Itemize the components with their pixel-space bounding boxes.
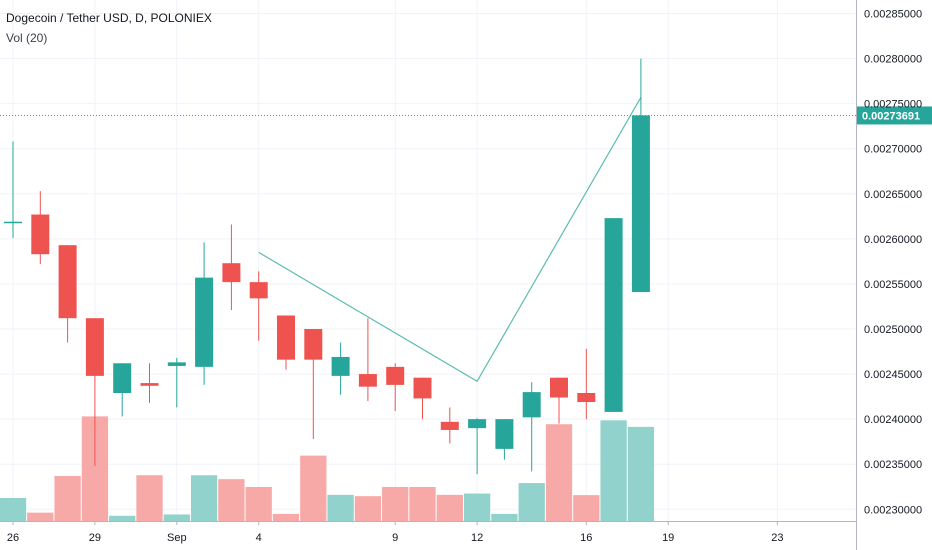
candle-body bbox=[550, 377, 568, 398]
candle-body bbox=[358, 374, 377, 387]
candle-body bbox=[277, 315, 295, 360]
price-tick-label: 0.00240000 bbox=[864, 414, 922, 426]
time-tick-label: 29 bbox=[89, 532, 101, 544]
volume-bar bbox=[327, 494, 354, 521]
time-tick-label: 26 bbox=[7, 532, 19, 544]
candle-body bbox=[413, 377, 432, 399]
candle-body bbox=[331, 356, 350, 376]
volume-bar bbox=[573, 495, 600, 521]
grid-lines bbox=[0, 0, 856, 521]
volume-bars bbox=[0, 416, 655, 521]
volume-bar bbox=[627, 426, 655, 521]
candle-body bbox=[386, 366, 405, 385]
candle-body bbox=[4, 221, 22, 224]
volume-bar bbox=[245, 487, 272, 521]
volume-bar bbox=[409, 487, 436, 521]
price-tick-label: 0.00235000 bbox=[864, 459, 922, 471]
volume-bar bbox=[354, 496, 382, 521]
volume-bar bbox=[272, 513, 300, 521]
time-tick-label: 16 bbox=[580, 532, 592, 544]
volume-bar bbox=[436, 494, 463, 521]
price-tick-label: 0.00260000 bbox=[864, 234, 922, 246]
candle-body bbox=[140, 383, 159, 386]
last-price-tag bbox=[857, 106, 932, 125]
candle-body bbox=[495, 419, 514, 449]
volume-bar bbox=[518, 483, 545, 521]
volume-bar bbox=[545, 424, 573, 521]
volume-bar bbox=[0, 497, 27, 521]
symbol-title: Dogecoin / Tether USD, D, POLONIEX bbox=[6, 11, 212, 25]
price-tick-label: 0.00270000 bbox=[864, 144, 922, 156]
time-tick-label: 9 bbox=[392, 532, 398, 544]
candle-body bbox=[304, 329, 323, 360]
candle-body bbox=[195, 277, 214, 367]
candle-body bbox=[58, 245, 77, 319]
price-tick-label: 0.00250000 bbox=[864, 324, 922, 336]
volume-bar bbox=[136, 475, 163, 521]
trendline-drawing[interactable] bbox=[258, 97, 642, 383]
price-tick-label: 0.00230000 bbox=[864, 504, 922, 516]
time-axis[interactable]: 26 29 Sep 4 9 12 16 19 23 bbox=[0, 521, 856, 544]
candle-body bbox=[468, 419, 487, 429]
candle-body bbox=[85, 318, 104, 376]
time-tick-label: 4 bbox=[256, 532, 262, 544]
volume-bar bbox=[491, 513, 518, 521]
volume-bar bbox=[218, 479, 245, 521]
time-tick-label: Sep bbox=[167, 532, 187, 544]
volume-indicator-label: Vol (20) bbox=[6, 31, 48, 45]
candle-body bbox=[222, 263, 241, 283]
candle-body bbox=[577, 393, 596, 403]
volume-bar bbox=[300, 455, 327, 521]
trendline bbox=[258, 97, 642, 383]
candle-body bbox=[440, 421, 459, 430]
price-axis[interactable]: 0.00230000 0.00235000 0.00240000 0.00245000… bbox=[856, 0, 923, 550]
price-tick-label: 0.00285000 bbox=[864, 9, 922, 21]
price-tick-label: 0.00265000 bbox=[864, 189, 922, 201]
time-tick-label: 12 bbox=[471, 532, 483, 544]
volume-bar bbox=[190, 475, 218, 521]
candle-body bbox=[631, 115, 650, 293]
candle-body bbox=[31, 214, 50, 255]
time-tick-label: 23 bbox=[771, 532, 783, 544]
volume-bar bbox=[54, 476, 81, 521]
candle-body bbox=[113, 363, 132, 394]
candle-body bbox=[249, 282, 268, 299]
candle-body bbox=[522, 392, 541, 418]
candlesticks bbox=[4, 58, 650, 475]
candle-body bbox=[604, 218, 623, 412]
time-tick-label: 19 bbox=[662, 532, 674, 544]
volume-bar bbox=[382, 487, 409, 521]
volume-bar bbox=[600, 420, 627, 521]
price-tick-label: 0.00275000 bbox=[864, 99, 922, 111]
volume-bar bbox=[109, 515, 136, 521]
price-tick-label: 0.00255000 bbox=[864, 279, 922, 291]
volume-bar bbox=[463, 493, 491, 521]
volume-bar bbox=[163, 514, 190, 521]
last-price-label: 0.00273691 bbox=[862, 110, 920, 122]
candle-body bbox=[167, 362, 186, 366]
last-price-line: 0.00273691 bbox=[0, 106, 932, 125]
price-tick-label: 0.00245000 bbox=[864, 369, 922, 381]
price-tick-label: 0.00280000 bbox=[864, 54, 922, 66]
volume-bar bbox=[27, 512, 54, 521]
